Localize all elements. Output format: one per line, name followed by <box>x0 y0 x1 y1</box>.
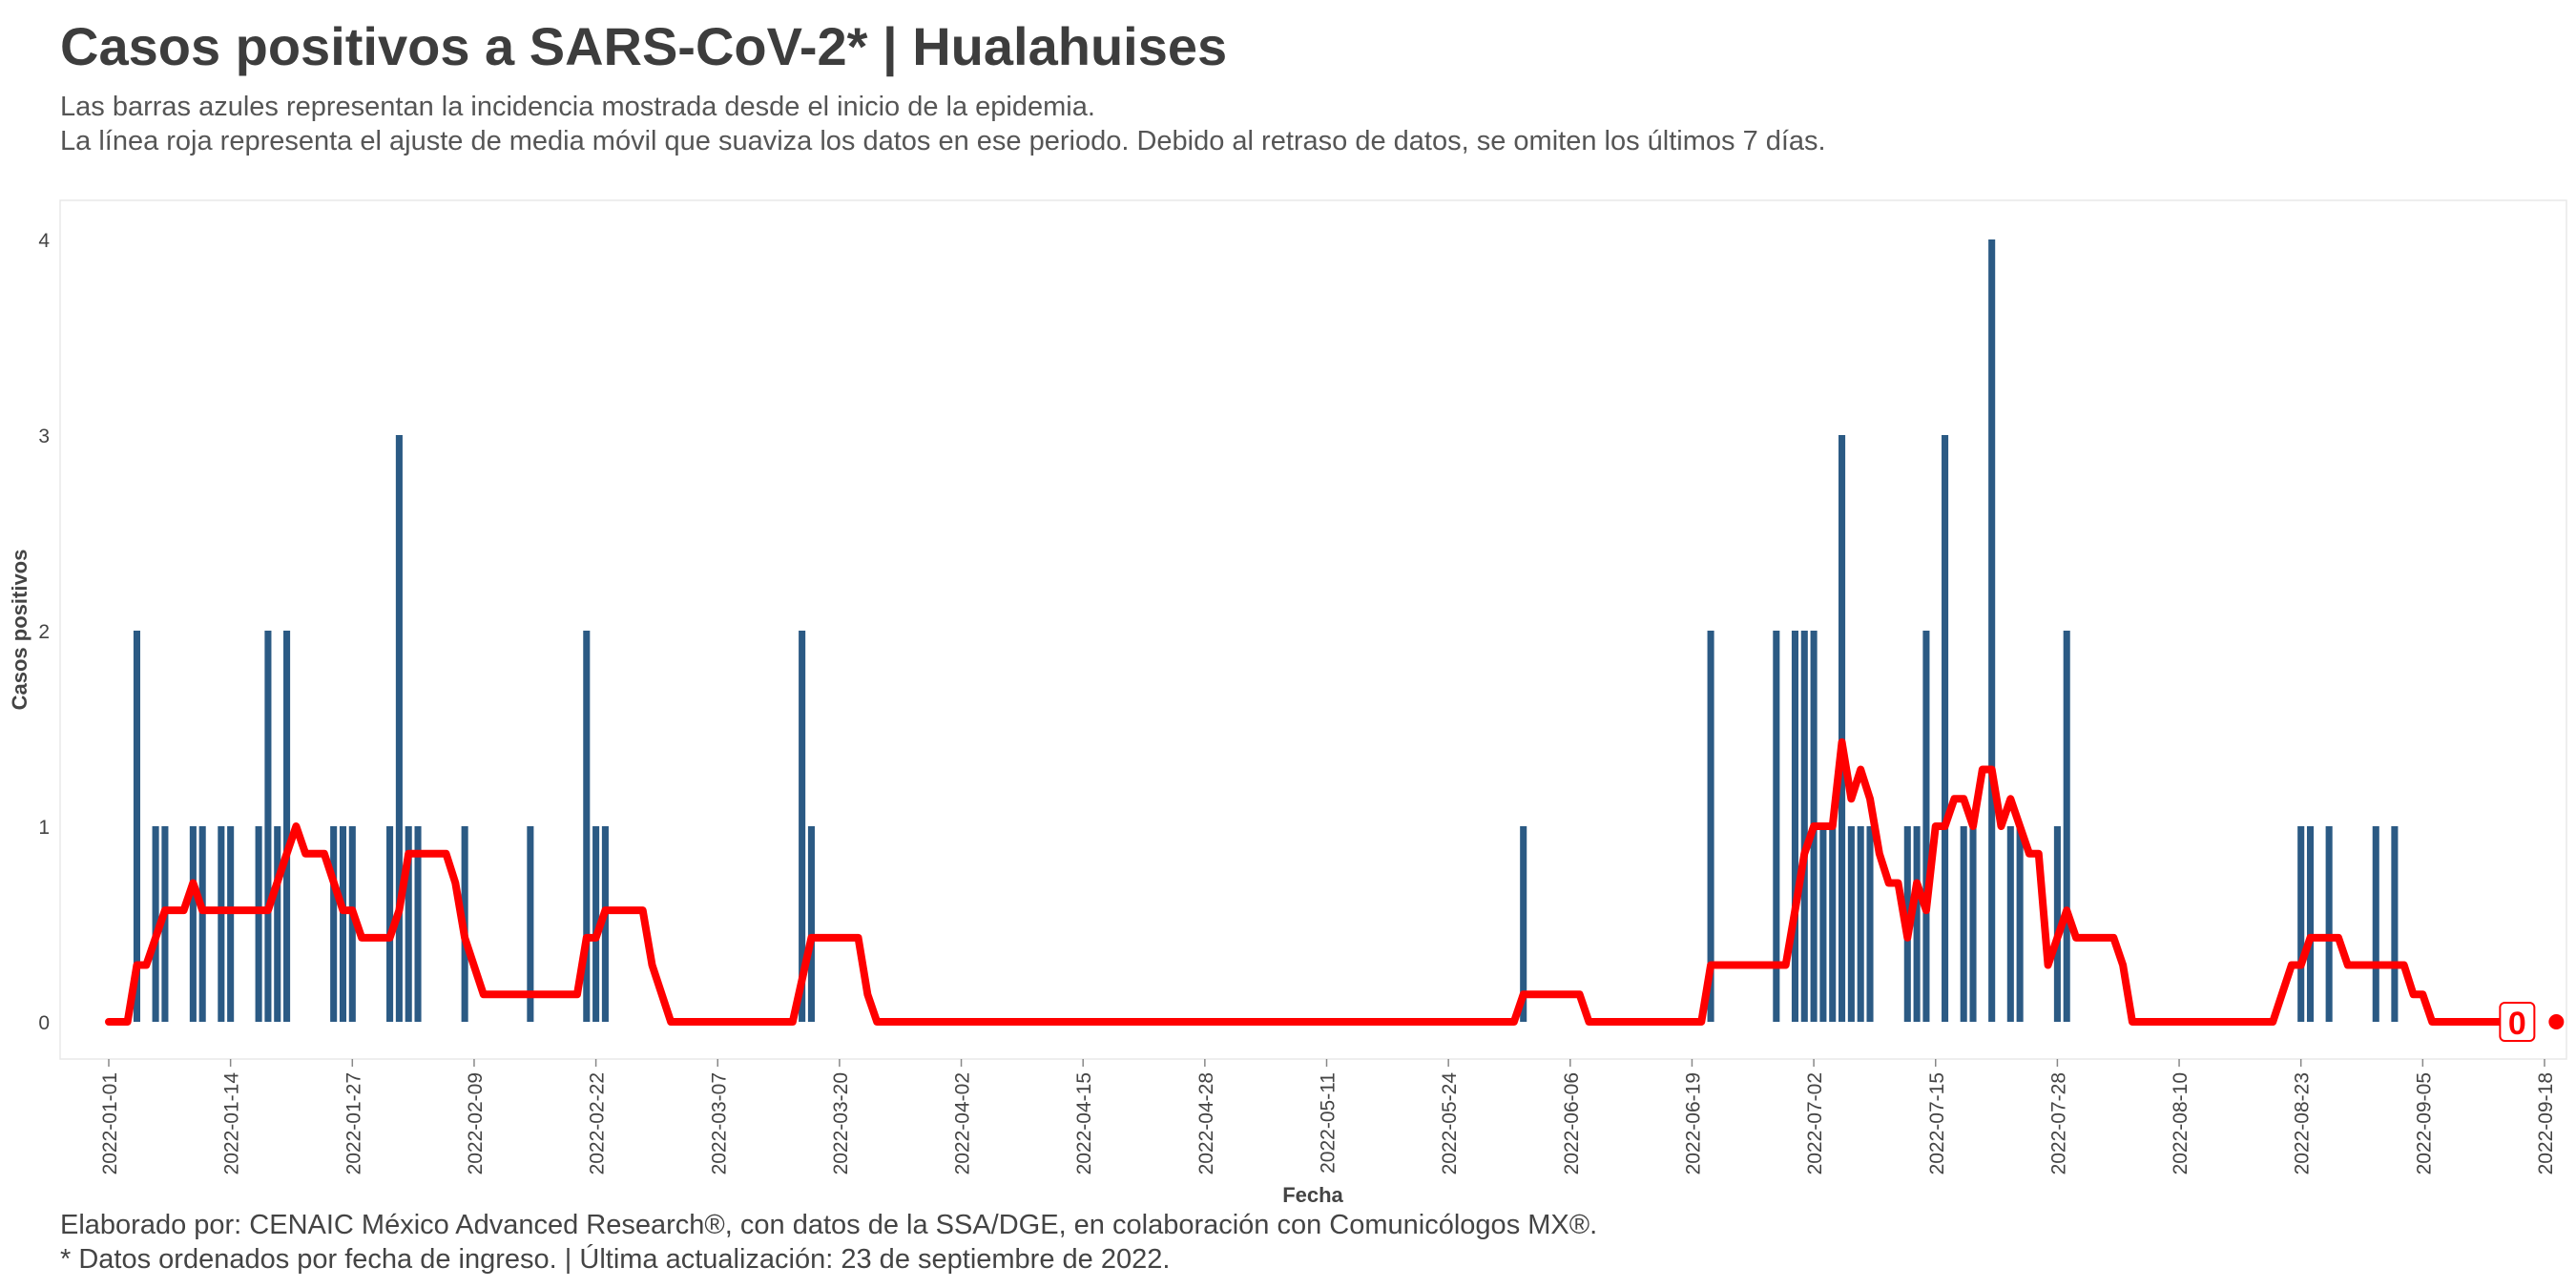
bar <box>1839 435 1846 1022</box>
moving-average-line <box>105 737 2530 1026</box>
bar <box>2391 826 2399 1022</box>
x-tick-label: 2022-03-07 <box>708 1072 730 1174</box>
bar <box>198 826 206 1022</box>
x-tick-label: 2022-01-14 <box>221 1072 243 1175</box>
bar <box>339 826 347 1022</box>
x-tick-label: 2022-05-11 <box>1318 1072 1340 1174</box>
bar <box>1866 826 1874 1022</box>
x-tick-label: 2022-05-24 <box>1439 1072 1461 1175</box>
bar <box>1942 435 1949 1022</box>
bar <box>218 826 225 1022</box>
x-tick-label: 2022-08-23 <box>2292 1072 2314 1174</box>
x-tick-label: 2022-01-01 <box>99 1072 121 1174</box>
last-value-dot <box>2548 1014 2565 1029</box>
bar <box>1829 826 1837 1022</box>
moving-average-layer: 0 <box>105 737 2565 1042</box>
bar <box>227 826 235 1022</box>
bar <box>1857 826 1864 1022</box>
x-tick-label: 2022-07-02 <box>1804 1072 1826 1174</box>
bar <box>330 826 338 1022</box>
bar <box>2063 631 2070 1022</box>
bar <box>592 826 600 1022</box>
last-value-label: 0 <box>2499 1002 2565 1042</box>
chart-caption-line-1: Elaborado por: CENAIC México Advanced Re… <box>60 1210 1598 1240</box>
chart-subtitle-line-2: La línea roja representa el ajuste de me… <box>60 126 1826 156</box>
y-axis-label: Casos positivos <box>8 550 31 711</box>
bar <box>189 826 197 1022</box>
x-axis-label: Fecha <box>1282 1183 1343 1207</box>
bar <box>414 826 422 1022</box>
bar <box>2306 826 2315 1022</box>
bar <box>283 631 291 1022</box>
x-tick-label: 2022-09-05 <box>2413 1072 2435 1174</box>
y-tick-label: 3 <box>38 426 50 447</box>
x-tick-label: 2022-03-20 <box>830 1072 852 1174</box>
bar <box>1773 631 1780 1022</box>
bar <box>2325 826 2333 1022</box>
bar <box>1922 631 1930 1022</box>
bar <box>255 826 262 1022</box>
last-value-text: 0 <box>2508 1006 2526 1042</box>
y-axis-ticks: 0 1 2 3 4 <box>38 230 50 1034</box>
bar <box>1960 826 1967 1022</box>
x-tick-label: 2022-08-10 <box>2170 1072 2192 1174</box>
bar <box>405 826 412 1022</box>
bar <box>386 826 394 1022</box>
bar <box>2372 826 2379 1022</box>
last-value-box <box>2499 1002 2536 1042</box>
bar <box>1819 826 1827 1022</box>
bar <box>527 826 534 1022</box>
bar <box>583 631 591 1022</box>
chart-title: Casos positivos a SARS-CoV-2* | Hualahui… <box>60 16 1228 76</box>
bar <box>2016 826 2024 1022</box>
y-tick-label: 0 <box>38 1012 50 1034</box>
bar <box>799 631 806 1022</box>
x-tick-label: 2022-04-15 <box>1073 1072 1095 1174</box>
x-tick-label: 2022-07-28 <box>2047 1072 2069 1174</box>
x-tick-label: 2022-04-28 <box>1195 1072 1217 1174</box>
x-tick-label: 2022-09-18 <box>2535 1072 2557 1174</box>
bar <box>395 435 403 1022</box>
bar <box>1847 826 1855 1022</box>
x-tick-label: 2022-07-15 <box>1926 1072 1948 1174</box>
x-axis-ticks: 2022-01-01 2022-01-14 2022-01-27 2022-02-09… <box>99 1059 2557 1174</box>
bar <box>1520 826 1527 1022</box>
bar <box>807 826 815 1022</box>
bar <box>1791 631 1798 1022</box>
x-tick-label: 2022-06-06 <box>1561 1072 1583 1174</box>
bar <box>2006 826 2014 1022</box>
x-tick-label: 2022-01-27 <box>343 1072 364 1174</box>
x-tick-label: 2022-02-09 <box>465 1072 487 1174</box>
bar <box>274 826 281 1022</box>
chart-subtitle-line-1: Las barras azules representan la inciden… <box>60 92 1095 122</box>
bar <box>2053 826 2061 1022</box>
bar <box>2297 826 2305 1022</box>
x-tick-label: 2022-06-19 <box>1683 1072 1705 1174</box>
y-tick-label: 4 <box>38 230 50 252</box>
y-tick-label: 2 <box>38 621 50 643</box>
bar <box>1800 631 1808 1022</box>
bar <box>601 826 609 1022</box>
bar <box>264 631 272 1022</box>
bar <box>348 826 356 1022</box>
x-tick-label: 2022-02-22 <box>587 1072 609 1174</box>
bar <box>152 826 159 1022</box>
bar <box>1913 826 1921 1022</box>
bar <box>1988 239 1996 1022</box>
y-tick-label: 1 <box>38 817 50 839</box>
bar <box>161 826 169 1022</box>
bar <box>1707 631 1714 1022</box>
bar <box>133 631 140 1022</box>
chart-caption-line-2: * Datos ordenados por fecha de ingreso. … <box>60 1244 1171 1275</box>
bar <box>1969 826 1977 1022</box>
x-tick-label: 2022-04-02 <box>952 1072 974 1174</box>
bar-series <box>133 239 2399 1022</box>
plot-panel <box>59 199 2567 1060</box>
